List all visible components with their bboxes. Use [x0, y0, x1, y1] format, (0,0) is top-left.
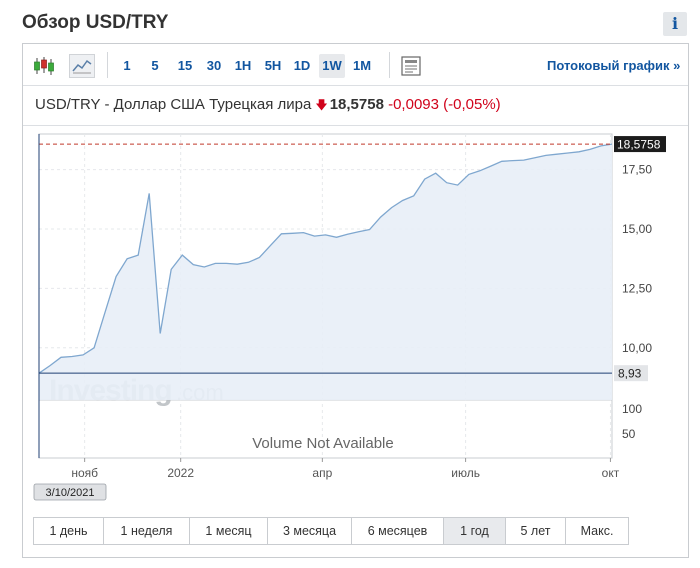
price-line	[38, 143, 613, 374]
range-3-months[interactable]: 3 месяца	[268, 518, 352, 544]
header-divider	[23, 125, 688, 126]
last-price-label: 18,5758	[617, 138, 661, 152]
crosshair-date-bg	[33, 483, 107, 501]
range-1-month[interactable]: 1 месяц	[190, 518, 268, 544]
x-tick-label: июль	[451, 466, 480, 480]
x-tick-label: окт	[602, 466, 620, 480]
volume-not-available-note: Volume Not Available	[252, 435, 393, 452]
streaming-chart-link[interactable]: Потоковый график »	[547, 58, 681, 73]
chart-panel: 1 5 15 30 1H 5H 1D 1W 1M Потоковый графи…	[22, 43, 689, 558]
x-tick-label: апр	[312, 466, 332, 480]
interval-5h[interactable]: 5H	[264, 58, 282, 73]
interval-1w[interactable]: 1W	[319, 54, 345, 78]
news-list-icon[interactable]	[399, 54, 425, 78]
y-tick-label: 17,50	[622, 163, 652, 177]
interval-30[interactable]: 30	[206, 58, 222, 73]
quote-line: USD/TRY - Доллар США Турецкая лира 🡇 18,57…	[35, 96, 501, 117]
last-price: 18,5758	[329, 96, 384, 113]
volume-tick-label: 100	[622, 402, 642, 416]
price-area	[39, 144, 612, 400]
interval-5[interactable]: 5	[151, 58, 159, 73]
y-tick-label: 10,00	[622, 341, 652, 355]
price-chart[interactable]: нояб2022априюльокт17,5015,0012,5010,00In…	[23, 44, 688, 514]
range-1-day[interactable]: 1 день	[34, 518, 104, 544]
chart-toolbar: 1 5 15 30 1H 5H 1D 1W 1M Потоковый графи…	[23, 44, 688, 86]
area-chart-icon[interactable]	[69, 54, 95, 78]
toolbar-separator	[107, 52, 108, 78]
interval-1d[interactable]: 1D	[293, 58, 311, 73]
info-button[interactable]: i	[663, 12, 687, 36]
y-tick-label: 12,50	[622, 281, 652, 295]
instrument-name: USD/TRY - Доллар США Турецкая лира	[35, 96, 312, 113]
interval-1h[interactable]: 1H	[234, 58, 252, 73]
page-title: Обзор USD/TRY	[22, 12, 169, 33]
crosshair-date-label: 3/10/2021	[46, 487, 95, 499]
range-1-week[interactable]: 1 неделя	[104, 518, 190, 544]
volume-tick-label: 50	[622, 427, 636, 441]
range-5-years[interactable]: 5 лет	[506, 518, 566, 544]
crosshair-value-label: 8,93	[618, 367, 642, 381]
last-price-label-bg	[614, 136, 666, 153]
price-change: -0,0093	[388, 96, 439, 113]
interval-1m[interactable]: 1M	[352, 58, 372, 73]
range-selector: 1 день 1 неделя 1 месяц 3 месяца 6 месяц…	[33, 517, 629, 545]
x-tick-label: 2022	[167, 466, 194, 480]
down-arrow-icon: 🡇	[315, 98, 328, 112]
interval-15[interactable]: 15	[177, 58, 193, 73]
range-1-year[interactable]: 1 год	[444, 518, 506, 544]
interval-1[interactable]: 1	[123, 58, 131, 73]
range-6-months[interactable]: 6 месяцев	[352, 518, 444, 544]
crosshair-value-bg	[614, 365, 648, 382]
range-max[interactable]: Макс.	[580, 524, 614, 538]
x-tick-label: нояб	[71, 466, 98, 480]
toolbar-separator	[389, 52, 390, 78]
y-tick-label: 15,00	[622, 222, 652, 236]
candlestick-icon[interactable]	[31, 54, 57, 78]
price-change-percent: (-0,05%)	[443, 96, 501, 113]
